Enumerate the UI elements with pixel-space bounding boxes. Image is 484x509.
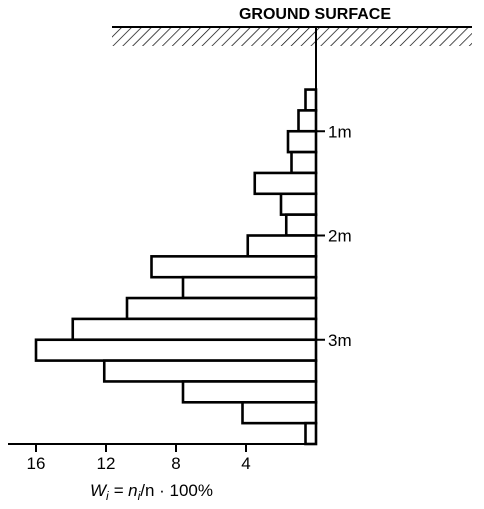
histogram-bar xyxy=(246,234,318,258)
x-tick-label: 16 xyxy=(27,454,46,473)
x-axis-label: Wi = ni/n · 100% xyxy=(90,481,213,503)
depth-ticks-group: 1m 2m 3m xyxy=(316,122,352,350)
histogram-bar xyxy=(290,150,318,175)
x-tick-label: 8 xyxy=(171,454,180,473)
histogram-bar xyxy=(241,400,318,425)
x-axis-label-n-sub: i xyxy=(138,489,141,503)
x-ticks-group: 16 12 8 4 xyxy=(27,444,251,473)
x-tick-label: 12 xyxy=(97,454,116,473)
histogram-bar xyxy=(125,296,318,321)
depth-tick-label: 2m xyxy=(328,227,352,246)
bars-group xyxy=(34,88,318,446)
depth-tick-label: 3m xyxy=(328,331,352,350)
x-axis-label-rest: /n · 100% xyxy=(140,481,213,500)
histogram-bar xyxy=(102,359,318,383)
histogram-bar xyxy=(279,192,318,216)
histogram-bar xyxy=(71,317,318,342)
chart-title: GROUND SURFACE xyxy=(239,6,391,23)
depth-tick-label: 1m xyxy=(328,122,352,141)
x-axis-label-eq: = n xyxy=(109,481,138,500)
histogram-bar xyxy=(304,421,318,446)
x-axis-label-w-sub: i xyxy=(106,489,109,503)
histogram-bar xyxy=(34,338,318,362)
x-tick-label: 4 xyxy=(241,454,250,473)
ground-hatch xyxy=(112,28,472,46)
histogram-bar xyxy=(284,213,318,237)
x-axis-label-w: W xyxy=(90,481,108,500)
histogram-bar xyxy=(297,109,318,133)
histogram-bar xyxy=(304,88,318,112)
histogram-bar xyxy=(253,171,318,196)
histogram-bar xyxy=(286,129,318,154)
histogram-bar xyxy=(150,255,318,279)
histogram-bar xyxy=(181,275,318,300)
histogram-bar xyxy=(181,380,318,404)
